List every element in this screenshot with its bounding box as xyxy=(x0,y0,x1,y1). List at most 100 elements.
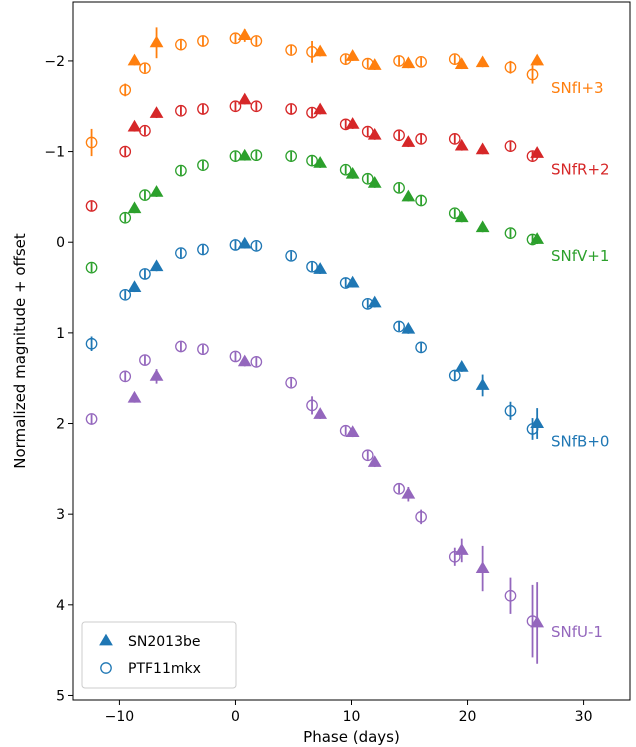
point-ptf11mkx-snfu1-13 xyxy=(448,550,461,563)
point-ptf11mkx-snfv1-4 xyxy=(197,159,209,172)
y-tick-label-5: 3 xyxy=(56,507,65,523)
band-labels: SNfI+3 SNfR+2 SNfV+1 SNfB+0 SNfU-1 xyxy=(551,79,610,641)
legend-label-ptf11mkx: PTF11mkx xyxy=(128,661,201,677)
point-ptf11mkx-snfr2-7 xyxy=(285,103,298,115)
point-ptf11mkx-snfr2-11 xyxy=(393,129,405,142)
legend-label-sn2013be: SN2013be xyxy=(128,634,201,650)
point-ptf11mkx-snfv1-8 xyxy=(306,154,318,167)
point-sn2013be-snfb0-3 xyxy=(313,262,328,274)
legend-box xyxy=(81,621,237,689)
point-ptf11mkx-snfb0-1 xyxy=(119,288,132,301)
point-sn2013be-snfb0-8 xyxy=(475,378,490,390)
point-ptf11mkx-snfb0-13 xyxy=(448,369,461,382)
point-sn2013be-snfr2-2 xyxy=(237,92,252,105)
point-ptf11mkx-snfr2-0 xyxy=(85,200,98,212)
point-sn2013be-snfb0-2 xyxy=(237,236,252,249)
legend-marker-ptf11mkx xyxy=(100,662,112,674)
point-ptf11mkx-snfb0-12 xyxy=(415,341,427,354)
point-ptf11mkx-snfu1-12 xyxy=(415,511,427,523)
x-tick-label-0: −10 xyxy=(105,709,135,725)
point-sn2013be-snfb0-6 xyxy=(401,321,416,334)
band-snfb0 xyxy=(85,236,545,440)
point-sn2013be-snfu1-3 xyxy=(313,407,328,419)
band-label-snfi3: SNfI+3 xyxy=(551,79,604,97)
point-sn2013be-snfr2-8 xyxy=(475,142,490,155)
point-ptf11mkx-snfr2-13 xyxy=(448,133,461,145)
y-tick-label-0: −2 xyxy=(44,54,65,70)
point-ptf11mkx-snfi3-7 xyxy=(285,44,298,56)
point-sn2013be-snfu1-2 xyxy=(237,354,252,367)
band-snfr2 xyxy=(85,92,545,212)
point-ptf11mkx-snfv1-0 xyxy=(85,261,98,274)
point-ptf11mkx-snfr2-1 xyxy=(119,145,132,158)
point-ptf11mkx-snfi3-13 xyxy=(448,53,461,65)
point-ptf11mkx-snfb0-14 xyxy=(504,404,517,417)
y-tick-label-1: −1 xyxy=(44,145,65,161)
point-sn2013be-snfr2-5 xyxy=(367,127,382,140)
point-ptf11mkx-snfr2-6 xyxy=(250,100,263,113)
point-sn2013be-snfu1-7 xyxy=(454,543,469,555)
point-ptf11mkx-snfi3-2 xyxy=(139,62,151,75)
point-ptf11mkx-snfu1-14 xyxy=(504,589,517,602)
point-ptf11mkx-snfb0-11 xyxy=(393,320,405,333)
point-ptf11mkx-snfv1-9 xyxy=(339,163,352,176)
x-tick-label-2: 10 xyxy=(343,709,361,725)
band-label-snfb0: SNfB+0 xyxy=(551,433,609,451)
point-sn2013be-snfi3-3 xyxy=(313,44,328,57)
point-sn2013be-snfv1-1 xyxy=(149,185,164,197)
point-ptf11mkx-snfb0-4 xyxy=(197,243,209,256)
point-sn2013be-snfr2-6 xyxy=(401,135,416,147)
point-sn2013be-snfi3-0 xyxy=(127,53,142,66)
point-sn2013be-snfr2-7 xyxy=(454,138,469,151)
point-ptf11mkx-snfb0-0 xyxy=(85,337,98,350)
point-ptf11mkx-snfb0-3 xyxy=(175,247,187,259)
plot-area xyxy=(85,27,545,664)
point-sn2013be-snfb0-0 xyxy=(127,280,142,292)
point-ptf11mkx-snfi3-3 xyxy=(175,38,187,51)
point-ptf11mkx-snfu1-1 xyxy=(119,370,132,383)
x-tick-label-4: 30 xyxy=(575,709,593,725)
point-ptf11mkx-snfi3-4 xyxy=(197,35,209,47)
point-sn2013be-snfr2-3 xyxy=(313,102,328,115)
point-ptf11mkx-snfu1-10 xyxy=(361,449,374,462)
point-ptf11mkx-snfi3-12 xyxy=(415,55,427,68)
point-ptf11mkx-snfu1-2 xyxy=(139,354,151,366)
point-sn2013be-snfi3-4 xyxy=(345,49,360,61)
x-tick-label-3: 20 xyxy=(459,709,477,725)
point-sn2013be-snfb0-5 xyxy=(367,295,382,308)
point-sn2013be-snfi3-8 xyxy=(475,55,490,68)
point-ptf11mkx-snfr2-3 xyxy=(175,104,187,117)
point-sn2013be-snfu1-9 xyxy=(530,615,545,628)
point-sn2013be-snfi3-9 xyxy=(530,53,545,66)
point-ptf11mkx-snfv1-14 xyxy=(504,227,517,240)
point-sn2013be-snfu1-5 xyxy=(367,455,382,467)
point-ptf11mkx-snfb0-2 xyxy=(139,268,151,280)
legend-circle-icon xyxy=(100,662,112,674)
point-sn2013be-snfr2-4 xyxy=(345,117,360,129)
point-sn2013be-snfv1-8 xyxy=(475,220,490,233)
point-ptf11mkx-snfv1-7 xyxy=(285,150,298,162)
point-ptf11mkx-snfu1-0 xyxy=(85,413,98,425)
point-ptf11mkx-snfv1-11 xyxy=(393,181,405,194)
legend-marker-sn2013be xyxy=(99,633,113,646)
point-sn2013be-snfu1-8 xyxy=(475,561,490,573)
band-snfv1 xyxy=(85,148,545,274)
point-sn2013be-snfb0-7 xyxy=(454,360,469,372)
x-tick-label-1: 0 xyxy=(231,709,240,725)
legend: SN2013be PTF11mkx xyxy=(81,621,237,689)
y-tick-label-4: 2 xyxy=(56,417,65,433)
point-sn2013be-snfv1-0 xyxy=(127,201,142,214)
point-sn2013be-snfb0-1 xyxy=(149,259,164,272)
y-tick-label-6: 4 xyxy=(56,598,65,614)
point-ptf11mkx-snfv1-13 xyxy=(448,207,461,220)
point-sn2013be-snfv1-4 xyxy=(345,166,360,179)
point-sn2013be-snfu1-4 xyxy=(345,425,360,438)
point-sn2013be-snfb0-4 xyxy=(345,275,360,288)
point-sn2013be-snfr2-9 xyxy=(530,146,545,158)
point-ptf11mkx-snfi3-6 xyxy=(250,35,263,47)
point-ptf11mkx-snfv1-12 xyxy=(415,194,427,207)
band-label-snfv1: SNfV+1 xyxy=(551,247,609,265)
point-ptf11mkx-snfr2-12 xyxy=(415,133,427,145)
point-ptf11mkx-snfu1-7 xyxy=(285,376,298,389)
